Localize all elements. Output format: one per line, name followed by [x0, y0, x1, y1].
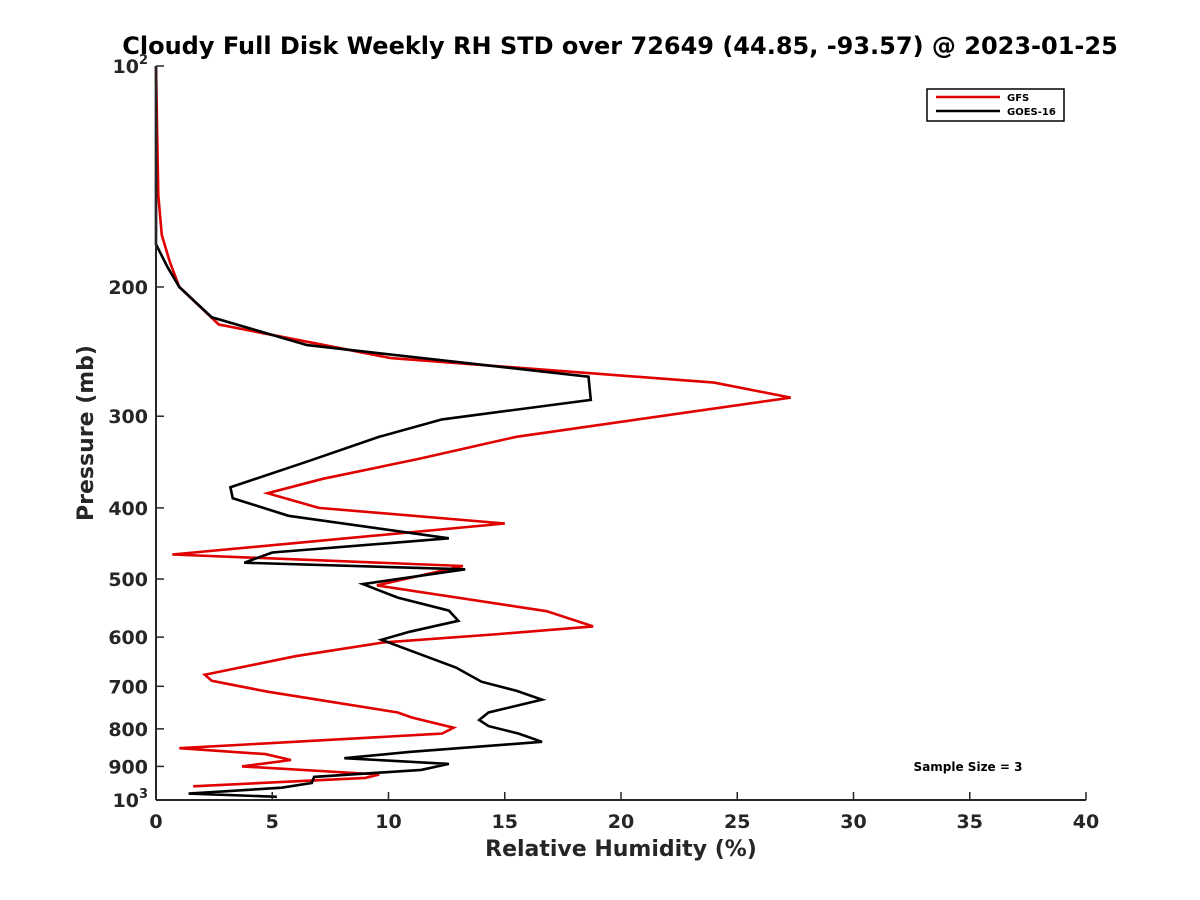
series-line-goes16 — [154, 66, 593, 799]
y-tick-label: 400 — [108, 498, 148, 520]
x-tick-label: 20 — [608, 811, 634, 833]
y-tick-label: 300 — [108, 406, 148, 428]
plot-lines — [154, 65, 791, 799]
y-tick-label: 700 — [108, 676, 148, 698]
y-tick-label: 800 — [108, 719, 148, 741]
y-tick-label: 102 — [113, 53, 149, 78]
legend-label-gfs: GFS — [1007, 93, 1029, 104]
y-tick-label: 600 — [108, 627, 148, 649]
sample-size-annotation: Sample Size = 3 — [914, 760, 1023, 774]
y-tick-label: 103 — [113, 787, 149, 812]
y-tick-label: 200 — [108, 277, 148, 299]
x-tick-label: 5 — [266, 811, 279, 833]
x-tick-label: 25 — [724, 811, 750, 833]
chart-title: Cloudy Full Disk Weekly RH STD over 7264… — [122, 32, 1118, 60]
y-tick-label: 900 — [108, 756, 148, 778]
x-tick-label: 15 — [492, 811, 518, 833]
x-tick-label: 30 — [840, 811, 866, 833]
x-tick-label: 40 — [1073, 811, 1099, 833]
x-axis-label: Relative Humidity (%) — [485, 837, 757, 862]
y-ticks: 102 200 300 400 500 600 700 800 900 103 — [108, 53, 164, 812]
x-tick-label: 0 — [149, 811, 162, 833]
y-tick-label: 500 — [108, 569, 148, 591]
x-tick-label: 35 — [957, 811, 983, 833]
y-axis-label: Pressure (mb) — [74, 345, 99, 521]
series-line-gfs — [154, 65, 791, 788]
legend: GFS GOES-16 — [926, 88, 1065, 122]
x-tick-label: 10 — [375, 811, 401, 833]
legend-box — [926, 88, 1065, 122]
legend-label-goes16: GOES-16 — [1007, 107, 1056, 118]
x-ticks: 0 5 10 15 20 25 30 35 40 — [149, 792, 1099, 833]
